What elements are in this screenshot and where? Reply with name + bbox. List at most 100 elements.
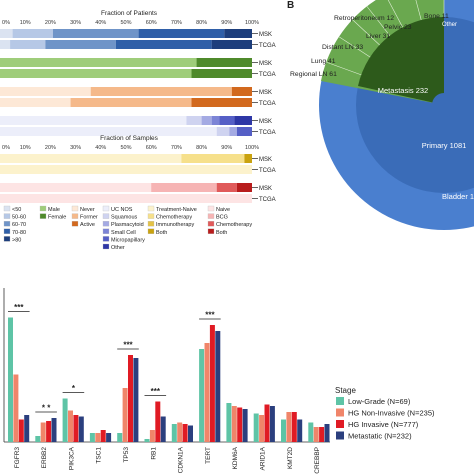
cohort-label: MSK — [259, 119, 272, 125]
legend-label: Micropapillary — [111, 237, 145, 243]
stacked-bar-segment — [231, 87, 252, 96]
sunburst-outer-labels: Retroperitoneum 12 Bone 11 Pelvic 23 Liver … — [290, 13, 457, 78]
stacked-bar-segment — [191, 69, 252, 78]
fraction-samples-title: Fraction of Samples — [100, 135, 159, 142]
x-tick-label: ERBB2 — [41, 447, 48, 469]
stacked-bar-segment — [0, 116, 187, 125]
cohort-label: TCGA — [259, 72, 276, 78]
percent-tick-label: 100% — [245, 145, 259, 151]
bar — [13, 374, 19, 442]
bar — [264, 404, 270, 442]
sunburst-spokes — [326, 0, 445, 76]
stacked-bar-segment — [0, 98, 71, 107]
legend-label: Small Cell — [111, 230, 136, 236]
percent-tick-label: 10% — [20, 145, 31, 151]
bar — [35, 436, 41, 442]
stacked-bar-segment — [196, 58, 252, 67]
stacked-bar-segment — [211, 116, 220, 125]
bar — [68, 410, 73, 442]
legend-label: BCG — [216, 215, 228, 221]
percent-tick-label: 90% — [221, 145, 232, 151]
stacked-bar-segment — [229, 127, 237, 136]
stage-legend-swatch — [336, 408, 344, 417]
stacked-bar-segment — [216, 183, 237, 192]
stacked-bar-segment — [90, 87, 232, 96]
legend-swatch — [71, 221, 79, 227]
percent-tick-label: 60% — [146, 145, 157, 151]
bar — [160, 416, 166, 442]
stacked-bar-segment — [0, 127, 217, 136]
legend-swatch — [102, 228, 110, 234]
x-tick-label: KDM6A — [232, 446, 239, 469]
stacked-bar-segment — [12, 29, 53, 38]
legend-label: Chemotherapy — [156, 215, 192, 221]
bar — [297, 419, 303, 442]
significance-label: *** — [205, 311, 215, 320]
legend-label: Naive — [216, 207, 230, 213]
bar — [215, 331, 221, 442]
stacked-bar-segment — [70, 98, 192, 107]
bar — [269, 406, 275, 442]
sunburst-center-hole — [432, 93, 456, 117]
legend-label: Never — [80, 207, 95, 213]
legend-swatch — [207, 213, 215, 219]
sunburst-outer-label: Retroperitoneum 12 — [334, 15, 394, 22]
legend-swatch — [3, 236, 11, 242]
legend-label: Both — [216, 230, 227, 236]
legend-label: Treatment-Naive — [156, 207, 197, 213]
legend-swatch — [207, 221, 215, 227]
legend-swatch — [3, 213, 11, 219]
legend-swatch — [3, 205, 11, 212]
legend-label: Other — [111, 245, 125, 251]
bar — [204, 343, 210, 442]
legend-swatch — [71, 213, 79, 219]
sunburst-outer-label: Regional LN 61 — [290, 71, 337, 78]
bar — [40, 422, 46, 442]
x-tick-label: TERT — [205, 447, 212, 464]
sunburst-spoke — [415, 0, 422, 21]
legend-label: Both — [156, 230, 167, 236]
percent-tick-label: 40% — [95, 20, 106, 26]
cohort-label: MSK — [259, 61, 272, 67]
percent-tick-label: 60% — [146, 20, 157, 26]
stage-legend: Stage Low-Grade (N=69) HG Non-Invasive (N… — [335, 386, 435, 441]
bar — [73, 415, 79, 442]
cohort-label: MSK — [259, 32, 272, 38]
percent-tick-label: 70% — [171, 145, 182, 151]
stacked-bar-segment — [115, 40, 212, 49]
bar — [226, 403, 232, 442]
bar — [308, 422, 314, 442]
stacked-bar-segment — [0, 40, 11, 49]
sunburst-bladder-label: Bladder 1 — [442, 192, 474, 201]
sunburst-metastasis-label: Metastasis 232 — [378, 86, 428, 95]
bar — [149, 430, 155, 442]
legend-swatch — [102, 243, 110, 250]
stacked-bar-segment — [191, 98, 252, 107]
legend-label: <50 — [12, 207, 21, 213]
fraction-patients-title: Fraction of Patients — [101, 10, 158, 17]
panel-b: B Metastasis 232 Primary 1081 Bladder 1 … — [287, 0, 474, 230]
legend-swatch — [147, 228, 155, 234]
bar — [117, 433, 123, 442]
x-tick-labels: FGFR3 ERBB2 PIK3CA TSC1 TP53 RB1 CDKN1A TERT KDM… — [14, 446, 321, 473]
stage-legend-label: HG Non-Invasive (N=235) — [348, 409, 435, 418]
percent-tick-label: 90% — [221, 20, 232, 26]
stacked-bar-segment — [181, 154, 245, 163]
percent-tick-label: 0% — [2, 145, 10, 151]
sunburst-chart — [319, 0, 474, 230]
cohort-label: TCGA — [259, 101, 276, 107]
bar — [133, 358, 139, 442]
bar — [46, 421, 52, 442]
legend-swatch — [102, 213, 110, 219]
bar — [319, 427, 325, 442]
cohort-label: TCGA — [259, 197, 276, 203]
legend-swatch — [3, 228, 11, 234]
bar — [144, 439, 150, 442]
legend-label: 50-60 — [12, 215, 26, 221]
stage-legend-swatch — [336, 431, 344, 440]
stacked-bar-segment — [0, 69, 192, 78]
x-tick-label: PIK3CA — [68, 446, 75, 470]
bar — [62, 398, 68, 442]
sunburst-spoke — [366, 6, 391, 36]
bar — [209, 325, 215, 442]
